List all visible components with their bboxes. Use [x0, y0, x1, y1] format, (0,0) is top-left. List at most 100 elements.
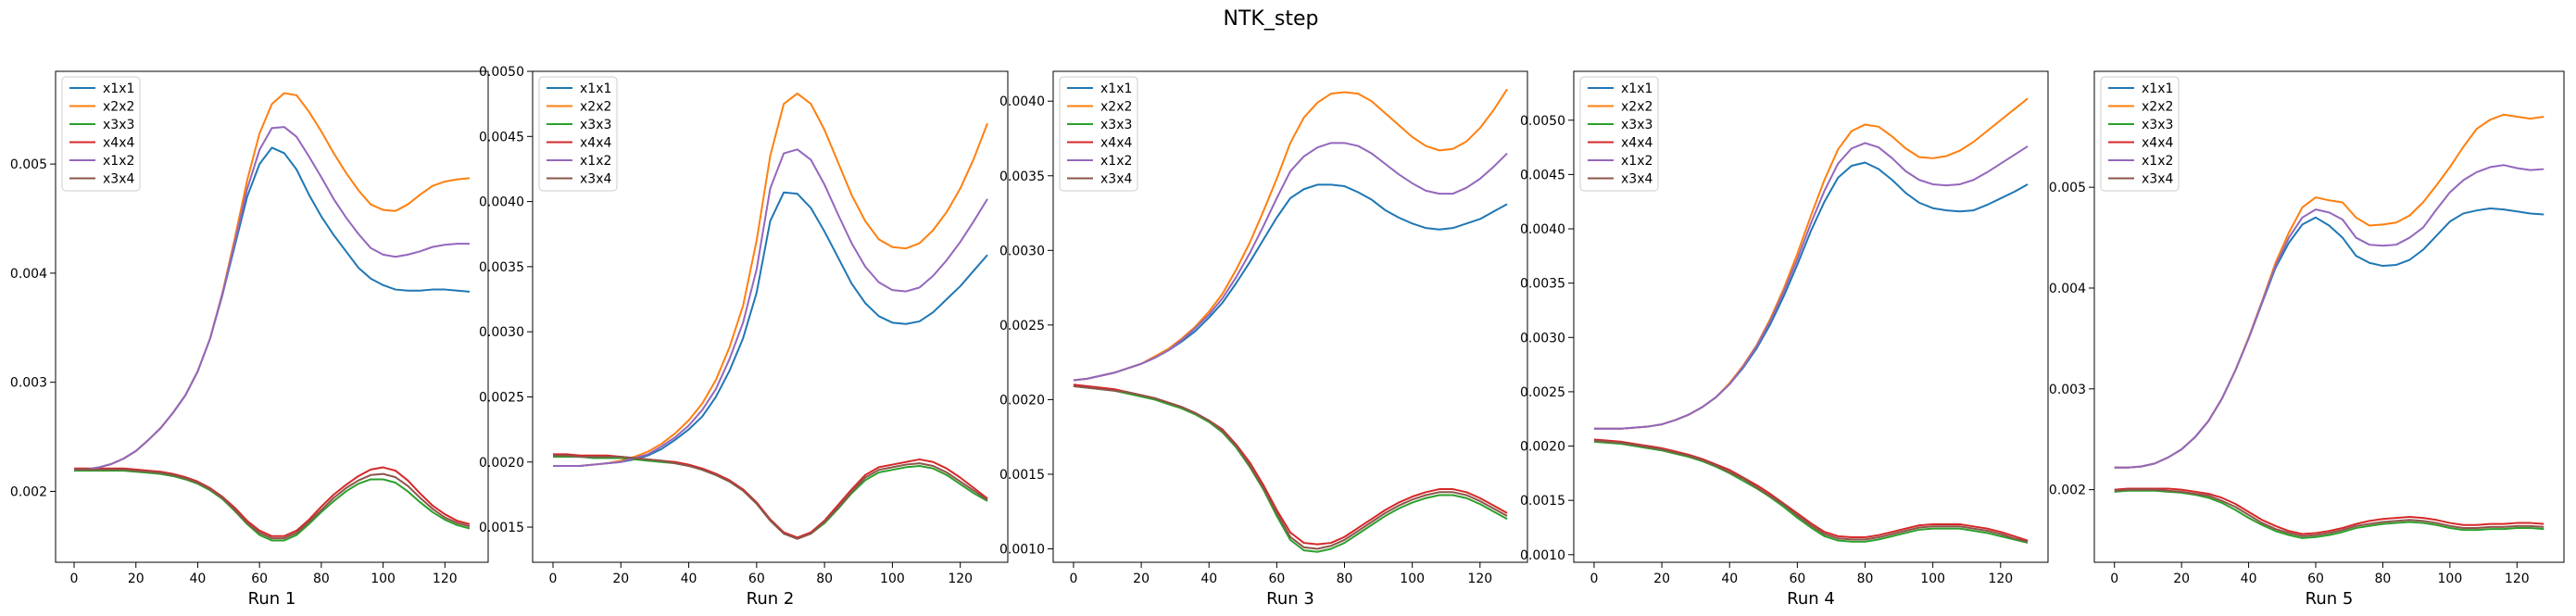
x-tick-label: 40	[681, 572, 697, 586]
legend-label-x3x4: x3x4	[580, 172, 611, 187]
series-line-x3x4	[74, 468, 471, 540]
x-tick-label: 20	[1133, 572, 1150, 586]
legend-label-x1x1: x1x1	[103, 82, 134, 96]
legend-label-x2x2: x2x2	[103, 100, 134, 115]
subplot-3: 0 20 40 60 80 100 120 0.0010 0.0015 0.0020 0.0025 0…	[999, 70, 1528, 609]
y-tick-label: 0.0015	[999, 468, 1045, 483]
legend-label-x3x3: x3x3	[103, 118, 134, 132]
y-tick-label: 0.0045	[1520, 168, 1565, 182]
legend-label-x1x2: x1x2	[103, 154, 134, 169]
series-line-x3x3	[1593, 440, 2029, 544]
series-line-x3x4	[2114, 488, 2545, 537]
axes-frame	[1573, 70, 2049, 563]
y-tick-label: 0.0020	[479, 456, 524, 471]
subplot-4: 0 20 40 60 80 100 120 0.0010 0.0015 0.0020 0.0025 0…	[1520, 70, 2049, 609]
legend-label-x1x2: x1x2	[580, 154, 611, 169]
y-tick-label: 0.0035	[1520, 277, 1565, 292]
legend-label-x3x3: x3x3	[1100, 118, 1132, 132]
legend: x1x1 x2x2 x3x3 x4x4 x1x2 x3x4	[1059, 76, 1138, 192]
x-tick-label: 120	[433, 572, 458, 586]
y-tick-label: 0.003	[10, 376, 47, 391]
y-tick-label: 0.0015	[1520, 494, 1565, 509]
series-line-x4x4	[1593, 438, 2029, 542]
y-tick-label: 0.0040	[479, 195, 524, 210]
x-tick-label: 60	[251, 572, 268, 586]
x-tick-label: 20	[612, 572, 629, 586]
legend-label-x4x4: x4x4	[2142, 136, 2173, 151]
legend-label-x4x4: x4x4	[103, 136, 134, 151]
x-axis-label: Run 1	[248, 589, 296, 609]
x-tick-label: 60	[748, 572, 765, 586]
x-tick-label: 100	[1400, 572, 1425, 586]
subplots: 0 20 40 60 80 100 120 0.002 0.003 0.004 0.005 Run 1…	[10, 65, 2565, 609]
legend-label-x1x1: x1x1	[1100, 82, 1132, 96]
series-line-x1x2	[1593, 142, 2029, 430]
x-tick-label: 80	[2375, 572, 2392, 586]
y-tick-label: 0.0015	[479, 521, 524, 535]
series-line-x2x2	[552, 92, 988, 467]
y-tick-label: 0.003	[2049, 383, 2086, 397]
legend-label-x3x4: x3x4	[103, 172, 134, 187]
x-tick-label: 80	[1857, 572, 1874, 586]
x-tick-label: 120	[1467, 572, 1492, 586]
x-tick-label: 100	[1920, 572, 1945, 586]
x-tick-label: 120	[1988, 572, 2013, 586]
x-tick-label: 0	[1590, 572, 1598, 586]
series-line-x1x2	[1073, 142, 1508, 382]
x-tick-label: 100	[880, 572, 905, 586]
y-tick-label: 0.004	[10, 267, 47, 282]
x-tick-label: 20	[128, 572, 145, 586]
y-tick-label: 0.0010	[999, 543, 1045, 558]
figure-title: NTK_step	[1224, 7, 1319, 31]
subplot-1: 0 20 40 60 80 100 120 0.002 0.003 0.004 0.005 Run 1…	[10, 70, 489, 609]
x-tick-label: 40	[2241, 572, 2257, 586]
legend-label-x4x4: x4x4	[1100, 136, 1132, 151]
axes-frame	[532, 70, 1009, 563]
series-line-x3x3	[552, 456, 988, 540]
series-line-x3x3	[1073, 384, 1508, 553]
y-tick-label: 0.0040	[999, 94, 1045, 109]
legend-label-x3x3: x3x3	[1621, 118, 1652, 132]
axes-frame	[1052, 70, 1528, 563]
legend-label-x3x4: x3x4	[2142, 172, 2173, 187]
y-tick-label: 0.0030	[479, 325, 524, 340]
y-tick-label: 0.0025	[999, 319, 1045, 333]
series-line-x1x1	[74, 146, 471, 471]
series-line-x1x2	[552, 148, 988, 467]
x-tick-label: 80	[1337, 572, 1353, 586]
legend-label-x1x1: x1x1	[580, 82, 611, 96]
y-tick-label: 0.0050	[479, 65, 524, 80]
legend: x1x1 x2x2 x3x3 x4x4 x1x2 x3x4	[538, 76, 618, 192]
y-tick-label: 0.0040	[1520, 222, 1565, 237]
series-line-x1x1	[2114, 207, 2545, 469]
x-tick-label: 20	[1653, 572, 1670, 586]
y-tick-label: 0.0020	[1520, 440, 1565, 455]
legend-label-x2x2: x2x2	[1621, 100, 1652, 115]
y-tick-label: 0.0035	[999, 170, 1045, 184]
y-tick-label: 0.004	[2049, 282, 2086, 296]
x-tick-label: 80	[816, 572, 833, 586]
legend-label-x1x1: x1x1	[2142, 82, 2173, 96]
x-tick-label: 60	[1789, 572, 1805, 586]
y-tick-label: 0.0045	[479, 130, 524, 145]
legend-label-x1x2: x1x2	[1100, 154, 1132, 169]
legend-label-x3x4: x3x4	[1621, 172, 1652, 187]
subplot-2: 0 20 40 60 80 100 120 0.0015 0.0020 0.0025 0.0030 0…	[479, 65, 1009, 609]
y-tick-label: 0.0010	[1520, 548, 1565, 563]
y-tick-label: 0.002	[10, 484, 47, 499]
series-line-x2x2	[1073, 88, 1508, 382]
y-tick-label: 0.005	[10, 157, 47, 172]
legend-label-x2x2: x2x2	[1100, 100, 1132, 115]
y-tick-label: 0.0025	[479, 390, 524, 405]
subplot-5: 0 20 40 60 80 100 120 0.002 0.003 0.004 0.005 Run 5…	[2049, 70, 2565, 609]
x-tick-label: 100	[2438, 572, 2463, 586]
y-tick-label: 0.0020	[999, 393, 1045, 408]
x-axis-label: Run 4	[1787, 589, 1835, 609]
x-axis-label: Run 5	[2306, 589, 2354, 609]
y-tick-label: 0.0025	[1520, 385, 1565, 400]
series-line-x3x3	[74, 470, 471, 542]
x-tick-label: 60	[2307, 572, 2324, 586]
y-tick-label: 0.0030	[999, 244, 1045, 258]
series-line-x1x2	[2114, 164, 2545, 469]
legend-label-x1x2: x1x2	[2142, 154, 2173, 169]
